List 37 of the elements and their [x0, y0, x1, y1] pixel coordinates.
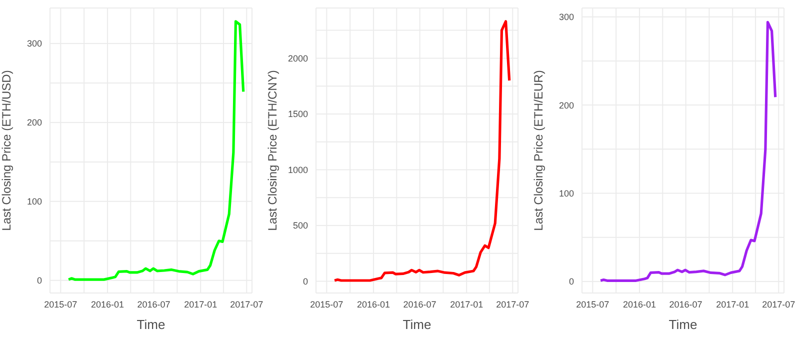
x-tick-label: 2017-01: [716, 299, 750, 310]
x-tick-label: 2016-07: [403, 299, 436, 310]
line-series: [599, 20, 777, 282]
x-tick-label: 2016-01: [90, 299, 124, 310]
y-tick-label: 0: [568, 276, 574, 287]
y-axis-title: Last Closing Price (ETH/USD): [0, 70, 14, 231]
y-tick-label: 0: [302, 276, 308, 286]
y-tick-label: 100: [26, 196, 42, 207]
y-tick-label: 300: [26, 38, 42, 49]
x-axis-title: Time: [136, 317, 166, 332]
x-tick-label: 2015-07: [44, 299, 78, 310]
x-tick-label: 2015-07: [310, 299, 344, 310]
x-tick-label: 2017-07: [230, 299, 264, 310]
x-tick-label: 2017-07: [496, 299, 530, 310]
y-tick-label: 100: [558, 188, 574, 198]
y-axis-title: Last Closing Price (ETH/CNY): [265, 70, 280, 231]
x-tick-label: 2017-01: [450, 299, 484, 310]
y-axis-title: Last Closing Price (ETH/EUR): [531, 70, 546, 231]
y-tick-label: 300: [558, 12, 574, 22]
x-tick-label: 2016-01: [622, 299, 656, 310]
x-tick-label: 2016-01: [356, 299, 390, 310]
line-series: [333, 20, 511, 282]
y-tick-label: 500: [292, 220, 308, 231]
y-tick-label: 1000: [288, 164, 308, 175]
y-tick-label: 1500: [288, 109, 308, 120]
y-tick-label: 0: [36, 276, 42, 286]
line-series: [67, 20, 245, 281]
x-tick-label: 2017-01: [184, 299, 218, 310]
y-tick-label: 2000: [288, 53, 308, 64]
x-tick-label: 2016-07: [137, 299, 170, 310]
y-tick-label: 200: [558, 100, 574, 110]
x-axis-title: Time: [402, 317, 432, 332]
x-tick-label: 2017-07: [762, 299, 796, 310]
x-axis-title: Time: [668, 317, 698, 332]
x-tick-label: 2016-07: [669, 299, 702, 310]
x-tick-label: 2015-07: [576, 299, 610, 310]
y-tick-label: 200: [26, 118, 42, 128]
